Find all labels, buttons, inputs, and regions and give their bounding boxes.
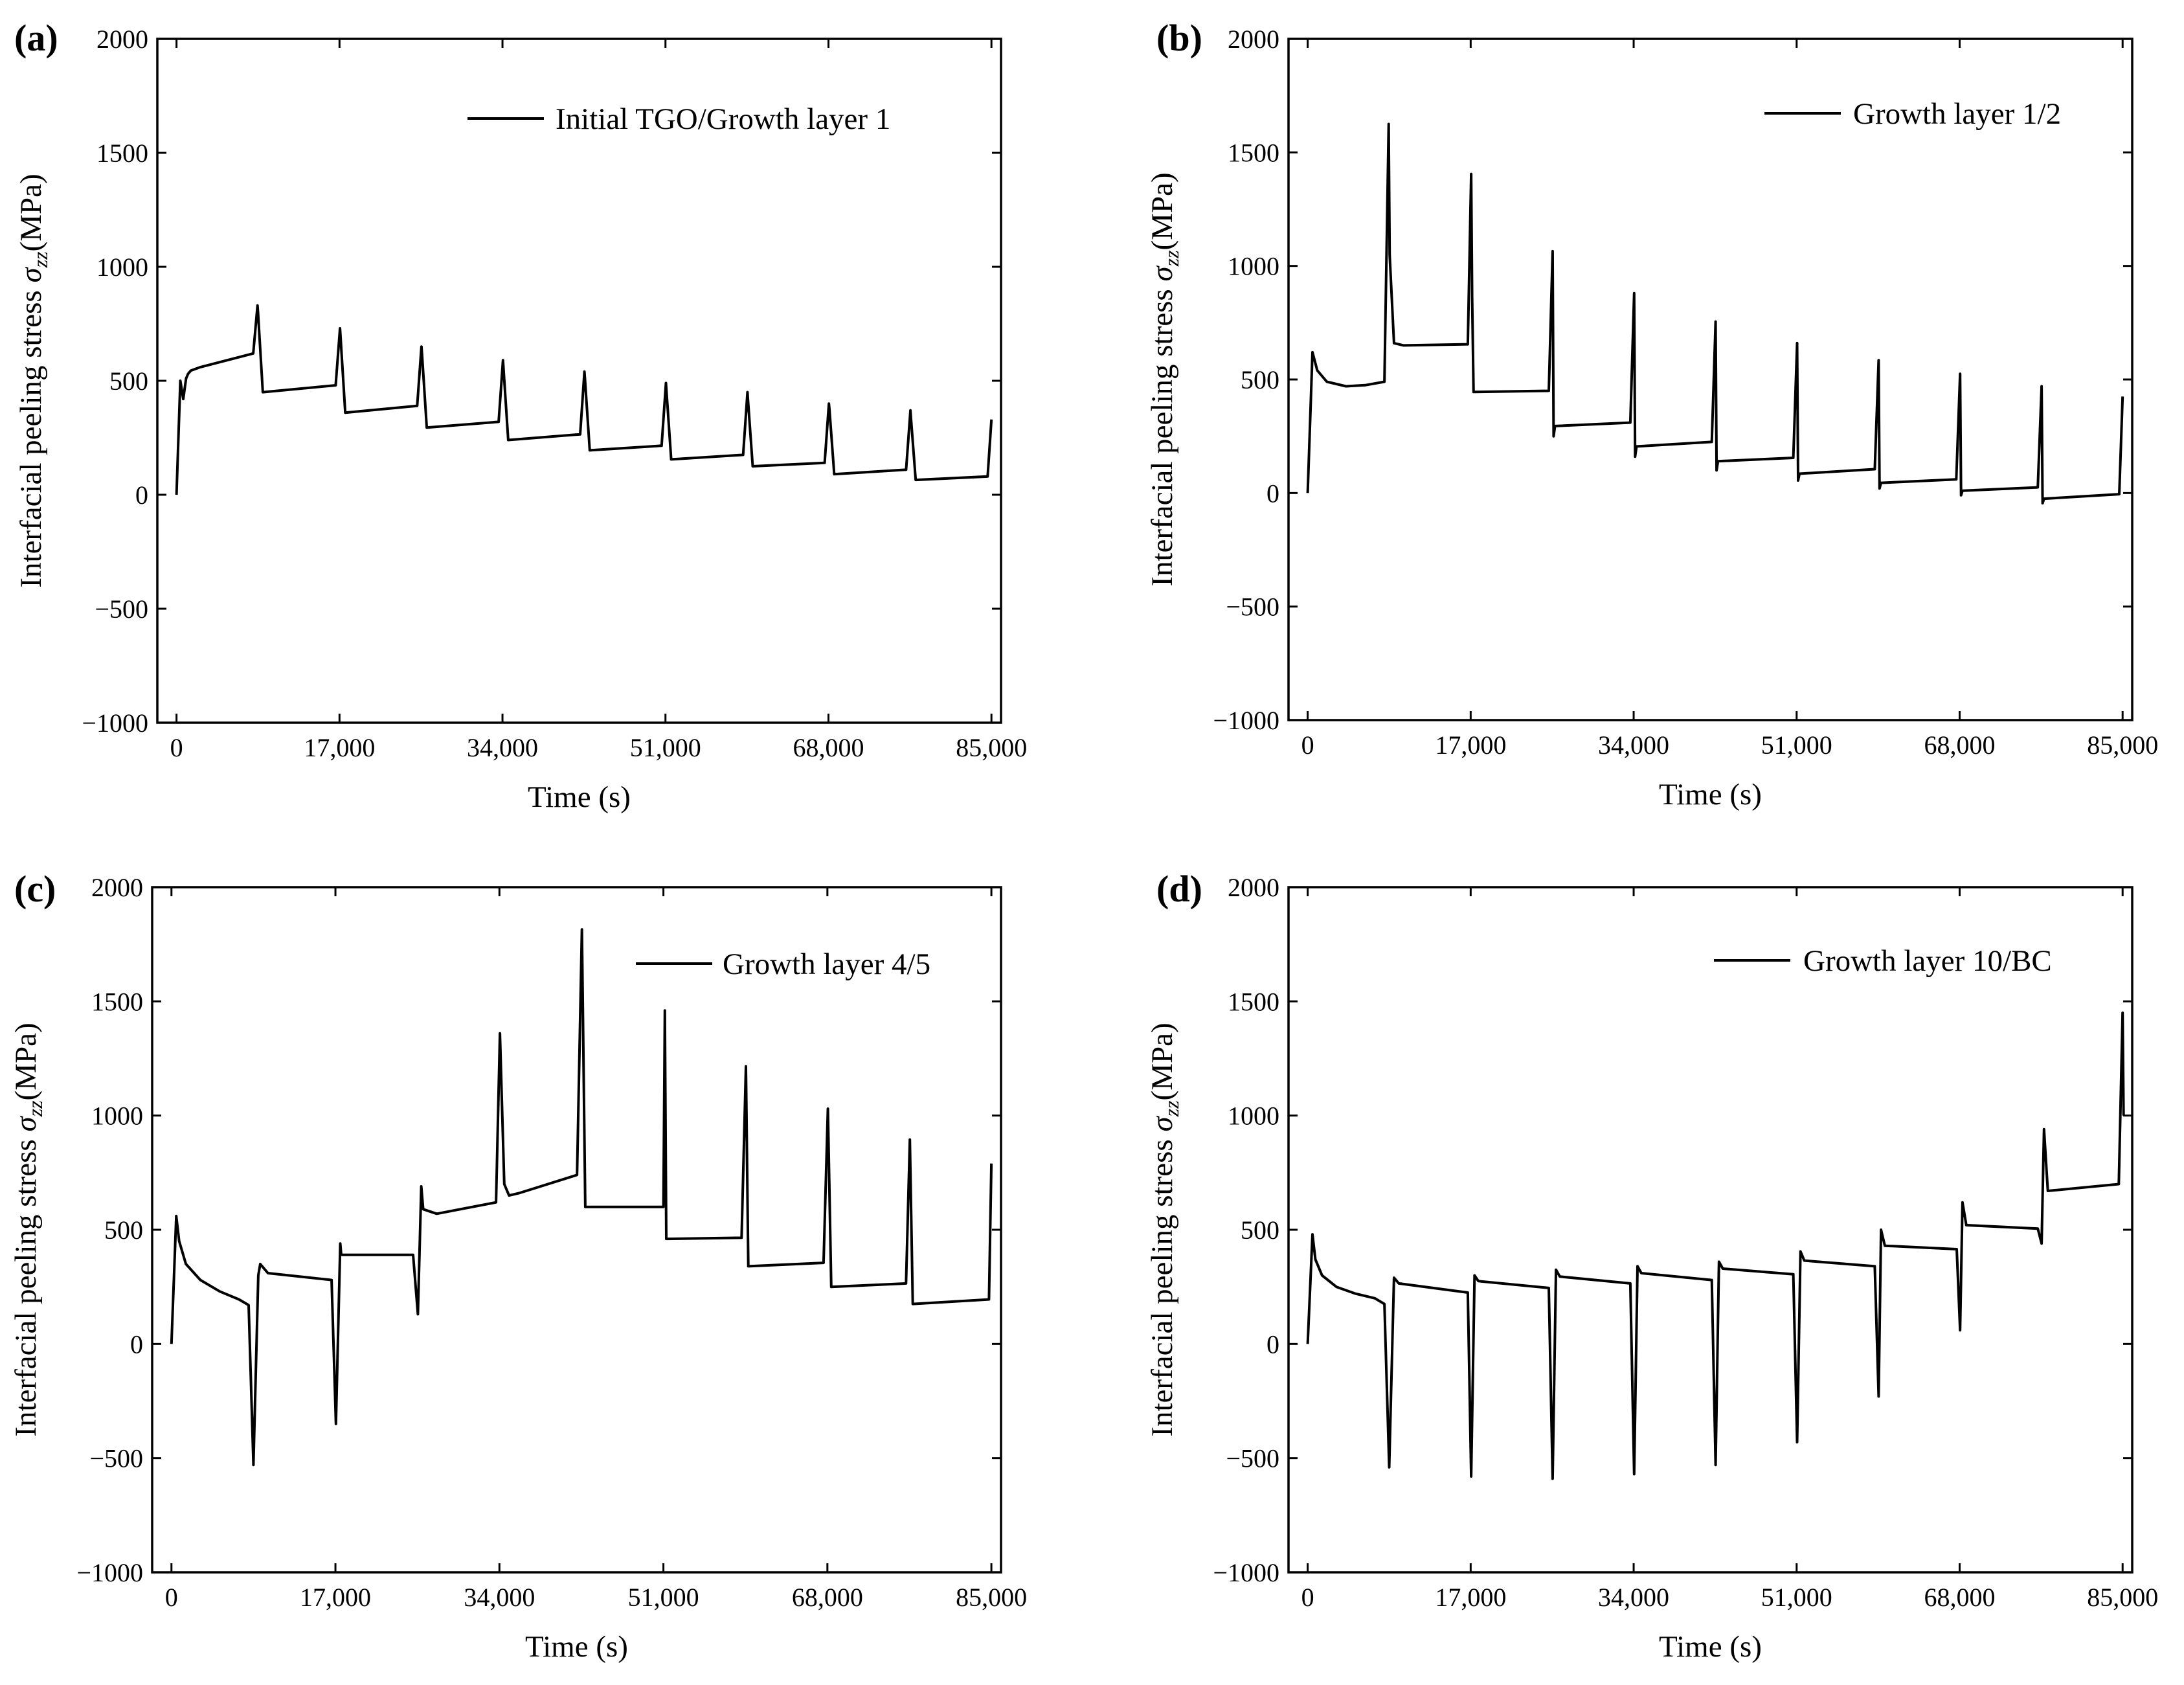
y-axis-title: Interfacial peeling stress σzz(MPa) (14, 174, 52, 587)
y-axis-title: Interfacial peeling stress σzz(MPa) (1145, 1023, 1183, 1436)
series-line (1306, 122, 2124, 505)
legend-label: Growth layer 10/BC (1803, 944, 2052, 978)
chart-panel-2: (b) −1000 −500 0 500 1000 1500 2000 0 17,000 34,00… (1145, 17, 2158, 811)
y-tick-label: −1000 (1213, 706, 1279, 735)
chart-panel-4: (d) −1000 −500 0 500 1000 1500 2000 0 17,000 34,00… (1145, 868, 2158, 1664)
series-line (175, 304, 993, 495)
y-axis-symbol: σ (1145, 1116, 1179, 1132)
y-tick-label: −1000 (76, 1558, 143, 1587)
y-axis-symbol: σ (14, 267, 48, 283)
x-tick-label: 17,000 (1435, 1583, 1506, 1612)
x-tick-label: 51,000 (1761, 1583, 1832, 1612)
y-tick-label: −500 (1226, 593, 1279, 622)
y-tick-label: 2000 (1228, 873, 1279, 902)
y-axis-unit: (MPa) (1145, 172, 1179, 250)
y-axis-subscript: zz (1160, 250, 1183, 267)
y-tick-label: 1500 (1228, 138, 1279, 167)
x-tick-label: 51,000 (628, 1583, 699, 1612)
y-axis-symbol: σ (1145, 266, 1179, 282)
y-tick-label: −1000 (82, 708, 148, 738)
x-tick-label: 85,000 (956, 1583, 1027, 1612)
plot-frame (151, 886, 1002, 1574)
x-tick-label: 0 (1301, 1583, 1314, 1612)
y-tick-label: 500 (109, 367, 148, 396)
x-tick-label: 85,000 (956, 733, 1027, 762)
y-tick-label: 2000 (91, 873, 143, 902)
x-tick-label: 68,000 (793, 733, 864, 762)
panel-label: (b) (1156, 17, 1202, 59)
x-tick-label: 0 (170, 733, 183, 762)
y-tick-label: 500 (104, 1216, 143, 1245)
y-tick-label: −500 (95, 594, 148, 624)
x-axis-title: Time (s) (1659, 1630, 1762, 1664)
y-axis-unit: (MPa) (9, 1023, 43, 1100)
chart-panel-1: (a) −1000 −500 0 500 1000 1500 2000 0 17,000 34,00… (14, 17, 1027, 814)
y-axis-subscript: zz (1160, 1100, 1183, 1117)
y-axis-title-text: Interfacial peeling stress (9, 1132, 43, 1437)
y-tick-label: 1500 (91, 987, 143, 1016)
y-tick-label: 1000 (1228, 252, 1279, 281)
x-tick-label: 34,000 (467, 733, 538, 762)
y-tick-label: 1000 (1228, 1102, 1279, 1131)
x-tick-label: 68,000 (1924, 1583, 1995, 1612)
x-tick-label: 51,000 (1761, 730, 1832, 760)
x-tick-label: 0 (165, 1583, 178, 1612)
y-tick-label: −500 (89, 1444, 143, 1473)
plot-frame (1287, 38, 2133, 721)
y-axis-subscript: zz (23, 1100, 47, 1117)
legend-label: Initial TGO/Growth layer 1 (556, 102, 890, 136)
x-tick-label: 34,000 (464, 1583, 535, 1612)
x-tick-label: 17,000 (304, 733, 375, 762)
x-axis-title: Time (s) (1659, 778, 1762, 811)
panel-label: (a) (14, 17, 58, 59)
y-tick-label: 0 (135, 481, 148, 510)
x-tick-label: 17,000 (300, 1583, 371, 1612)
y-axis-title-text: Interfacial peeling stress (1145, 1132, 1179, 1437)
plot-frame (1287, 886, 2133, 1574)
series-line (170, 928, 993, 1467)
y-axis-title-text: Interfacial peeling stress (1145, 282, 1179, 587)
y-axis-unit: (MPa) (14, 174, 48, 251)
x-tick-label: 17,000 (1435, 730, 1506, 760)
panel-label: (c) (14, 868, 56, 910)
y-tick-label: −500 (1226, 1444, 1279, 1473)
y-axis-subscript: zz (28, 251, 52, 268)
panel-label: (d) (1156, 868, 1202, 910)
series-line (1306, 1012, 2125, 1480)
legend-label: Growth layer 1/2 (1853, 97, 2061, 131)
y-axis-title: Interfacial peeling stress σzz(MPa) (9, 1023, 47, 1436)
y-tick-label: 2000 (96, 25, 148, 54)
y-axis-title-text: Interfacial peeling stress (14, 283, 48, 588)
y-tick-label: 2000 (1228, 25, 1279, 54)
y-tick-label: 500 (1241, 1216, 1279, 1245)
x-tick-label: 85,000 (2087, 1583, 2158, 1612)
x-tick-label: 85,000 (2087, 730, 2158, 760)
x-tick-label: 34,000 (1598, 1583, 1669, 1612)
x-axis-title: Time (s) (528, 780, 631, 814)
y-axis-symbol: σ (9, 1116, 43, 1132)
y-tick-label: 0 (130, 1329, 143, 1359)
y-tick-label: 1000 (96, 253, 148, 282)
y-tick-label: −1000 (1213, 1558, 1279, 1587)
y-tick-label: 500 (1241, 365, 1279, 394)
plot-frame (156, 38, 1002, 724)
x-tick-label: 0 (1301, 730, 1314, 760)
x-tick-label: 34,000 (1598, 730, 1669, 760)
y-axis-title: Interfacial peeling stress σzz(MPa) (1145, 172, 1183, 586)
y-tick-label: 1500 (1228, 987, 1279, 1016)
legend-label: Growth layer 4/5 (723, 947, 930, 981)
y-tick-label: 1500 (96, 139, 148, 168)
y-tick-label: 0 (1266, 1329, 1279, 1359)
y-axis-unit: (MPa) (1145, 1023, 1179, 1100)
x-tick-label: 68,000 (792, 1583, 863, 1612)
x-tick-label: 68,000 (1924, 730, 1995, 760)
y-tick-label: 0 (1266, 479, 1279, 508)
chart-panel-3: (c) −1000 −500 0 500 1000 1500 2000 0 17,000 34,00… (9, 868, 1027, 1664)
x-axis-title: Time (s) (525, 1630, 628, 1664)
y-tick-label: 1000 (91, 1102, 143, 1131)
x-tick-label: 51,000 (630, 733, 701, 762)
